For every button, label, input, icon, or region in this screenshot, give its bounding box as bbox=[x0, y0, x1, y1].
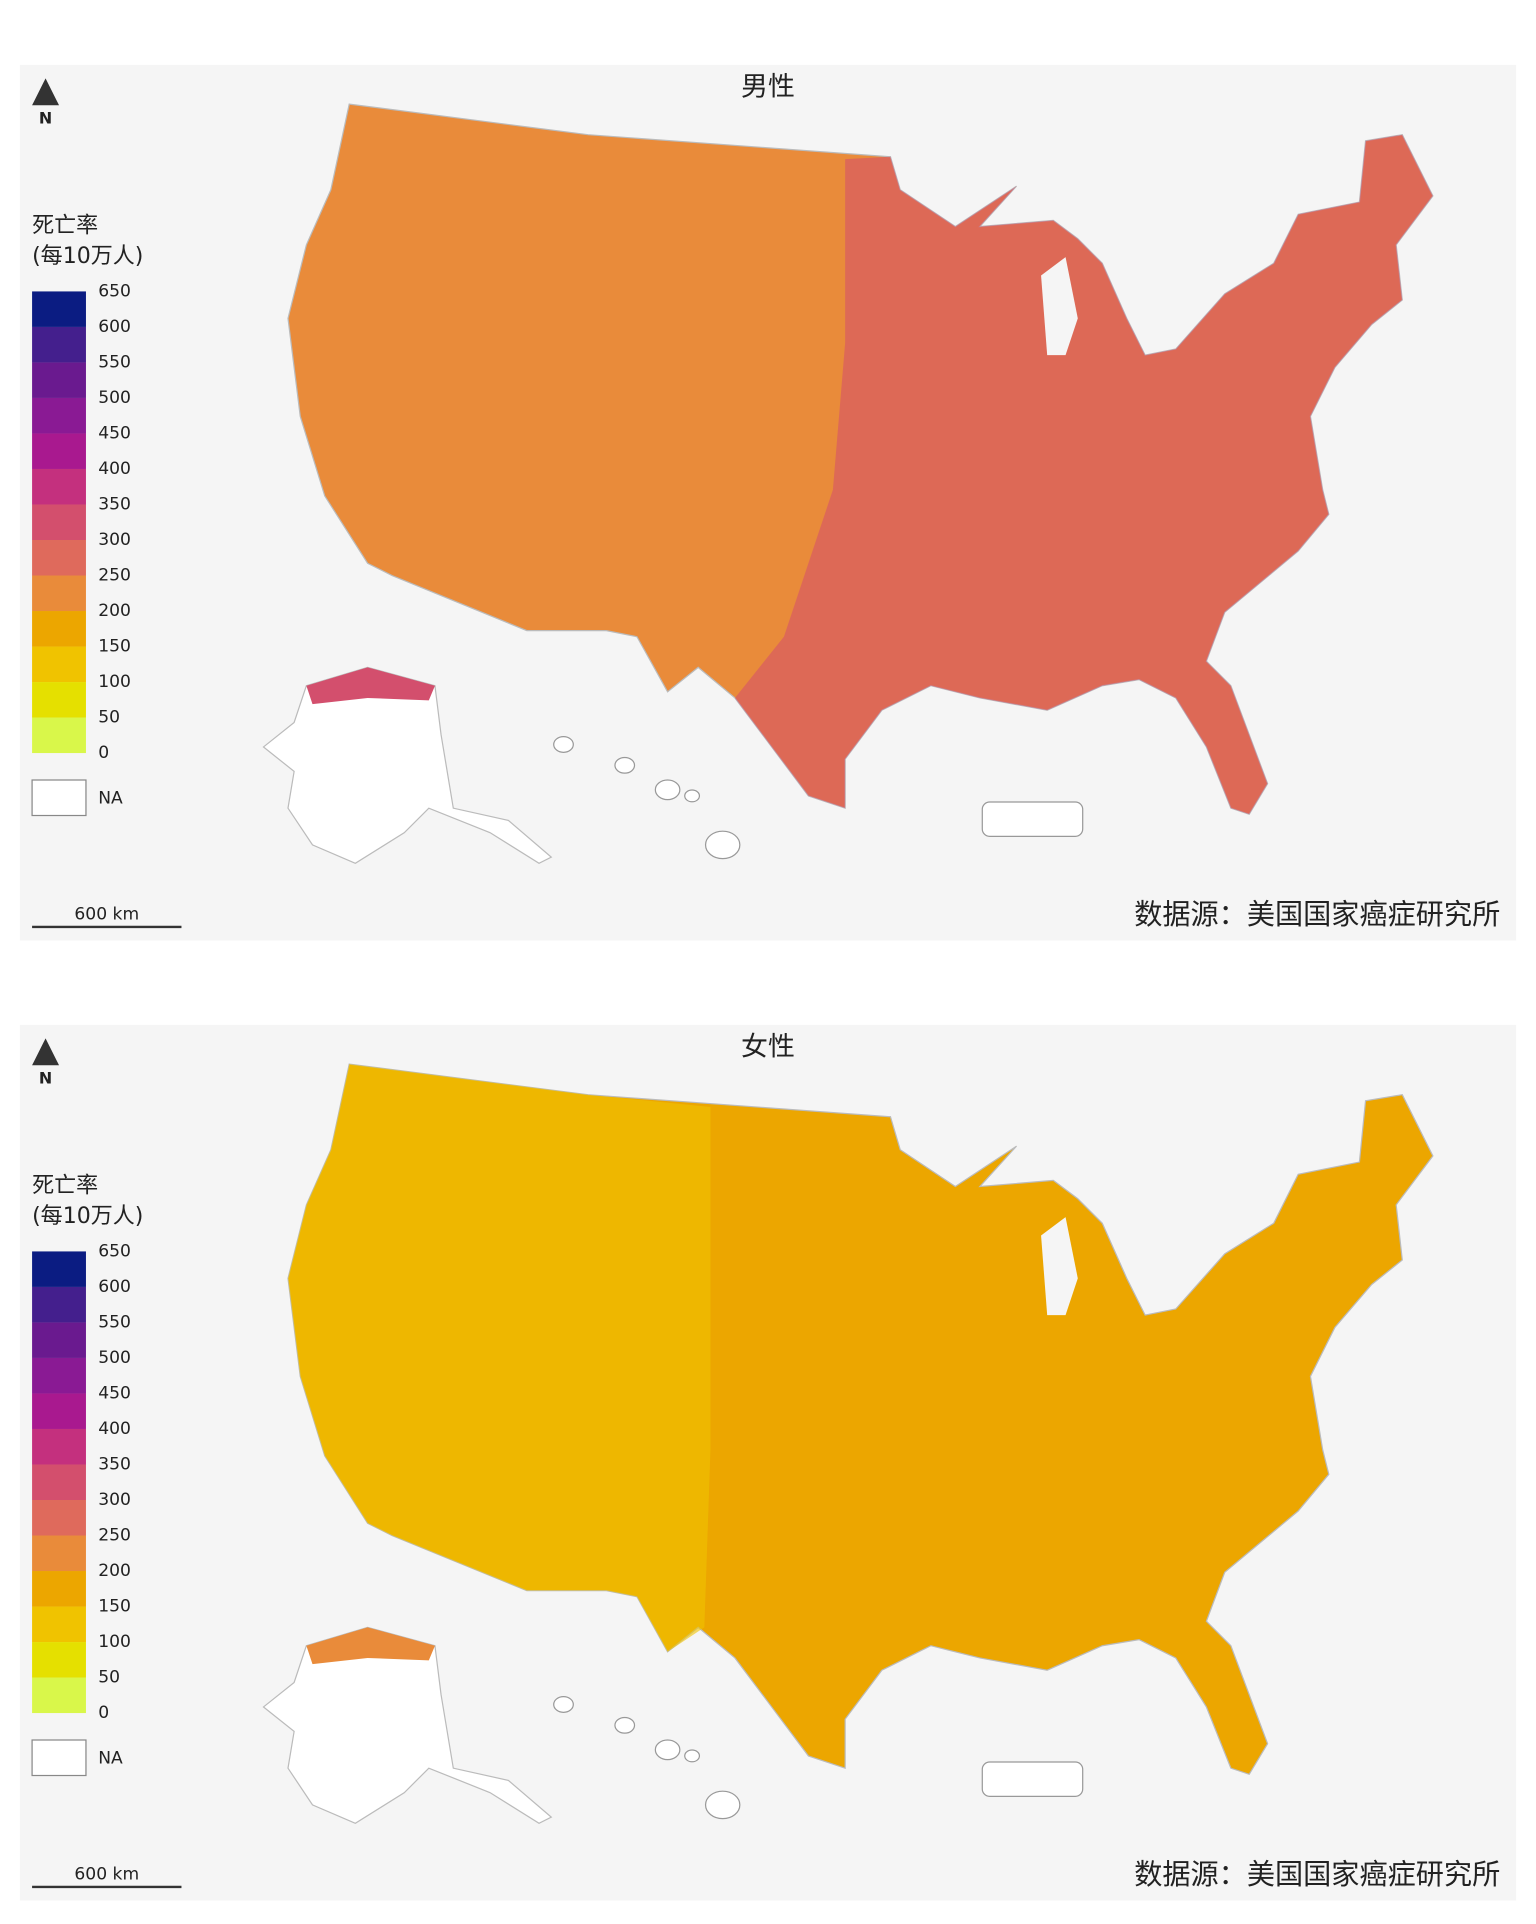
legend-tick-label: 600 bbox=[98, 317, 131, 337]
legend-tick-label: 350 bbox=[98, 1454, 131, 1474]
hawaii-island bbox=[614, 1716, 636, 1734]
us-map-east bbox=[734, 134, 1433, 815]
hawaii-island bbox=[654, 779, 681, 801]
legend-swatch bbox=[32, 1251, 86, 1287]
legend-swatch bbox=[32, 1286, 86, 1323]
source-note: 数据源：美国国家癌症研究所 bbox=[1134, 1858, 1500, 1891]
source-note: 数据源：美国国家癌症研究所 bbox=[1134, 898, 1500, 931]
hawaii-island bbox=[684, 789, 701, 803]
legend-title: 死亡率 bbox=[32, 214, 98, 239]
legend-tick-label: 100 bbox=[98, 672, 131, 692]
legend-swatch bbox=[32, 1357, 86, 1394]
legend-tick-label: 300 bbox=[98, 530, 131, 550]
legend-title: (每10万人) bbox=[32, 244, 143, 269]
legend-swatch bbox=[32, 717, 86, 754]
alaska bbox=[262, 1626, 553, 1824]
legend-swatch bbox=[32, 1428, 86, 1465]
hawaii-island bbox=[553, 736, 574, 753]
legend-tick-label: 150 bbox=[98, 637, 131, 657]
legend-swatch bbox=[32, 504, 86, 540]
legend-tick-label: 150 bbox=[98, 1597, 131, 1617]
legend-swatch bbox=[32, 1606, 86, 1643]
legend-tick-label: 600 bbox=[98, 1277, 131, 1297]
us-map-west bbox=[288, 1064, 711, 1652]
legend-tick-label: 200 bbox=[98, 1561, 131, 1581]
legend-tick-label: 650 bbox=[98, 281, 131, 301]
legend-swatch bbox=[32, 397, 86, 434]
puerto-rico bbox=[981, 1761, 1084, 1797]
legend-swatch bbox=[32, 682, 86, 718]
north-arrow bbox=[32, 1038, 60, 1066]
legend-tick-label: 550 bbox=[98, 352, 131, 372]
legend-tick-label: 650 bbox=[98, 1241, 131, 1261]
legend-swatch bbox=[32, 1464, 86, 1500]
legend-swatch bbox=[32, 326, 86, 363]
north-label: N bbox=[39, 1068, 52, 1087]
puerto-rico bbox=[981, 801, 1084, 837]
legend-swatch bbox=[32, 540, 86, 576]
scale-bar-label: 600 km bbox=[74, 905, 139, 925]
legend-tick-label: 250 bbox=[98, 566, 131, 586]
panel-title: 女性 bbox=[741, 1032, 795, 1063]
legend-tick-label: 550 bbox=[98, 1312, 131, 1332]
legend-tick-label: 500 bbox=[98, 388, 131, 408]
legend-tick-label: 0 bbox=[98, 1703, 109, 1723]
legend-swatch bbox=[32, 468, 86, 505]
legend-na-label: NA bbox=[98, 1748, 123, 1768]
lake-michigan bbox=[1041, 257, 1078, 356]
panel-title: 男性 bbox=[741, 72, 795, 103]
legend-swatch bbox=[32, 1535, 86, 1572]
legend-tick-label: 50 bbox=[98, 1668, 120, 1688]
legend-na-label: NA bbox=[98, 788, 123, 808]
legend-na-swatch bbox=[31, 779, 87, 817]
legend-tick-label: 450 bbox=[98, 423, 131, 443]
alaska bbox=[262, 666, 553, 864]
legend-swatch bbox=[32, 1571, 86, 1607]
legend-tick-label: 300 bbox=[98, 1490, 131, 1510]
legend-swatch bbox=[32, 1677, 86, 1714]
legend-tick-label: 50 bbox=[98, 708, 120, 728]
north-label: N bbox=[39, 108, 52, 127]
legend-title: 死亡率 bbox=[32, 1174, 98, 1199]
legend-swatch bbox=[32, 362, 86, 398]
legend-swatch bbox=[32, 433, 86, 469]
hawaii-island bbox=[704, 1790, 741, 1820]
legend-na-swatch bbox=[31, 1739, 87, 1777]
legend-swatch bbox=[32, 611, 86, 647]
legend-title: (每10万人) bbox=[32, 1204, 143, 1229]
lake-michigan bbox=[1041, 1217, 1078, 1316]
legend-tick-label: 250 bbox=[98, 1526, 131, 1546]
alaska-north bbox=[306, 667, 435, 705]
legend-swatch bbox=[32, 1642, 86, 1678]
hawaii-island bbox=[614, 756, 636, 774]
hawaii-island bbox=[654, 1739, 681, 1761]
legend-tick-label: 450 bbox=[98, 1383, 131, 1403]
legend-swatch bbox=[32, 646, 86, 683]
legend-tick-label: 0 bbox=[98, 743, 109, 763]
legend-tick-label: 400 bbox=[98, 1419, 131, 1439]
scale-bar-label: 600 km bbox=[74, 1865, 139, 1885]
legend-tick-label: 400 bbox=[98, 459, 131, 479]
north-arrow bbox=[32, 78, 60, 106]
legend-swatch bbox=[32, 291, 86, 327]
legend-tick-label: 500 bbox=[98, 1348, 131, 1368]
alaska-north bbox=[306, 1627, 435, 1665]
hawaii-island bbox=[684, 1749, 701, 1763]
legend-swatch bbox=[32, 1393, 86, 1429]
hawaii-island bbox=[553, 1696, 574, 1713]
legend-swatch bbox=[32, 1500, 86, 1536]
legend-tick-label: 350 bbox=[98, 494, 131, 514]
legend-swatch bbox=[32, 575, 86, 612]
legend-swatch bbox=[32, 1322, 86, 1358]
legend-tick-label: 100 bbox=[98, 1632, 131, 1652]
hawaii-island bbox=[704, 830, 741, 860]
legend-tick-label: 200 bbox=[98, 601, 131, 621]
